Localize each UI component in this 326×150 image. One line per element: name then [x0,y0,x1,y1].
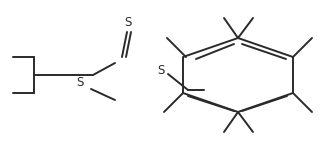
Text: S: S [76,75,84,88]
Text: S: S [124,15,132,28]
Text: S: S [157,63,165,76]
